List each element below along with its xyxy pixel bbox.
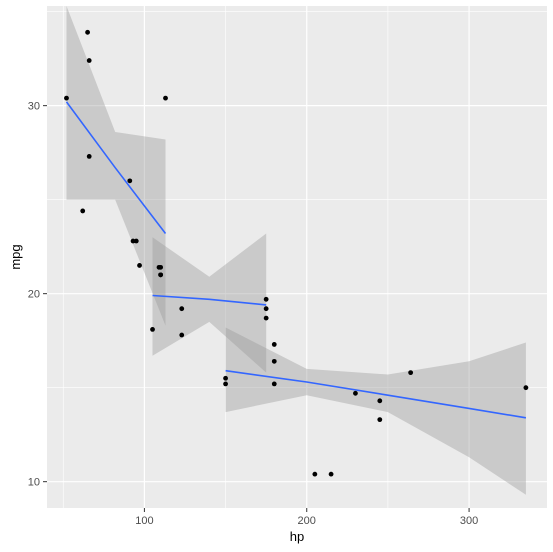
data-point: [127, 178, 133, 184]
data-point: [179, 306, 185, 312]
data-point: [353, 390, 358, 396]
data-point: [137, 263, 142, 268]
data-point: [408, 370, 414, 376]
x-tick-label: 100: [135, 515, 153, 527]
minor-gridlines: [47, 6, 547, 508]
data-point: [271, 381, 277, 387]
data-point: [377, 398, 383, 404]
x-axis-title: hp: [290, 529, 304, 544]
confidence-ribbon: [225, 327, 526, 495]
data-point: [80, 208, 86, 214]
data-point: [263, 296, 269, 302]
data-point: [179, 332, 185, 338]
data-point: [163, 95, 168, 101]
data-point: [263, 315, 269, 321]
x-tick-label: 200: [298, 515, 316, 527]
y-axis: 10 20 30: [28, 101, 47, 489]
data-point: [150, 326, 155, 332]
data-point: [86, 58, 92, 63]
y-tick-label: 20: [28, 289, 40, 301]
confidence-ribbon: [152, 233, 267, 373]
data-point: [85, 29, 90, 35]
data-point: [263, 306, 269, 312]
data-point: [86, 154, 92, 159]
data-point: [271, 358, 277, 364]
major-gridlines: [47, 6, 547, 508]
data-point: [64, 95, 69, 101]
x-axis: 100 200 300: [135, 508, 478, 527]
confidence-ribbons: [66, 6, 526, 495]
data-point: [158, 264, 164, 270]
plot-panel: [47, 6, 547, 508]
data-point: [271, 342, 277, 347]
y-tick-label: 10: [28, 477, 40, 489]
data-point: [223, 375, 228, 381]
data-point: [158, 272, 164, 278]
data-point: [223, 381, 228, 387]
fit-line: [152, 294, 267, 306]
data-point: [328, 471, 334, 477]
data-point: [377, 417, 383, 423]
fit-line: [225, 369, 527, 419]
fit-lines: [65, 101, 527, 419]
confidence-ribbon: [66, 6, 166, 326]
data-point: [133, 238, 139, 244]
y-tick-label: 30: [28, 101, 40, 113]
fit-line: [65, 101, 167, 234]
data-points: [64, 29, 529, 477]
data-point: [523, 385, 529, 391]
y-axis-title: mpg: [8, 244, 23, 269]
data-point: [312, 471, 318, 477]
x-tick-label: 300: [460, 515, 478, 527]
